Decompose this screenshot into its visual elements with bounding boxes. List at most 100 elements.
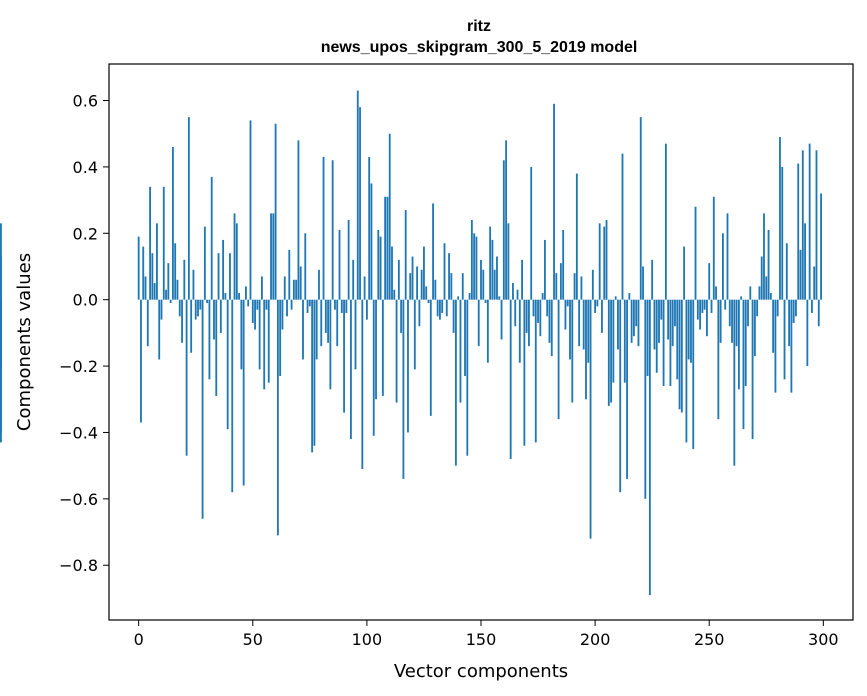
bar: [375, 299, 377, 400]
bar: [272, 213, 275, 300]
bar: [222, 239, 225, 300]
bar: [434, 279, 437, 300]
bar: [286, 299, 288, 317]
bar: [550, 299, 553, 357]
bar: [213, 299, 215, 340]
bar: [432, 203, 434, 300]
bar: [703, 299, 706, 310]
chart-title: ritz: [467, 18, 491, 35]
bar: [477, 299, 480, 347]
bar: [336, 299, 339, 347]
bar: [795, 299, 797, 317]
bar: [603, 226, 606, 300]
bar: [509, 299, 512, 460]
bar: [142, 246, 145, 300]
bar: [411, 256, 414, 300]
bar: [304, 233, 307, 300]
bar: [521, 259, 523, 300]
bar: [626, 299, 628, 479]
bar: [233, 213, 236, 300]
bar: [530, 166, 533, 300]
bar: [226, 299, 229, 430]
bar: [261, 276, 263, 300]
bar: [760, 256, 763, 300]
bar: [238, 293, 240, 300]
bar: [749, 286, 752, 300]
bar: [397, 259, 400, 300]
y-tick-label: −0.4: [59, 423, 98, 442]
bar: [808, 143, 811, 300]
bar: [224, 293, 227, 300]
bar: [598, 223, 601, 300]
x-tick-label: 0: [134, 630, 144, 649]
bar: [208, 299, 211, 380]
bar: [610, 299, 612, 403]
bar: [528, 299, 530, 347]
bar: [660, 299, 663, 320]
bar: [404, 210, 407, 300]
bar: [151, 253, 154, 300]
bar: [776, 299, 779, 317]
bar: [514, 299, 517, 327]
bar: [591, 269, 594, 300]
bar: [557, 299, 560, 420]
bar: [559, 263, 562, 300]
bar: [306, 299, 309, 313]
bar: [144, 276, 147, 300]
bar: [174, 243, 177, 300]
x-tick-label: 300: [808, 630, 839, 649]
bar: [712, 196, 715, 300]
bar: [639, 117, 642, 300]
bar: [676, 299, 679, 380]
bar: [737, 299, 740, 390]
bar: [352, 259, 355, 300]
bar: [251, 299, 254, 323]
bar: [258, 299, 261, 370]
bar: [418, 299, 421, 327]
bar: [502, 160, 505, 300]
bar: [297, 140, 300, 300]
bar: [454, 299, 457, 466]
bar: [190, 299, 193, 353]
bar: [464, 299, 466, 377]
bar: [327, 299, 330, 343]
x-axis: 0 50 100 150 200 250 300: [134, 620, 839, 649]
bar: [680, 299, 683, 413]
bar: [516, 289, 519, 300]
bar: [669, 299, 672, 386]
bar: [203, 226, 206, 300]
bar: [708, 263, 711, 300]
bar: [573, 273, 576, 300]
bar: [587, 299, 590, 363]
bar: [637, 299, 640, 347]
bar: [176, 279, 179, 300]
y-tick-label: 0.6: [73, 92, 98, 111]
bar: [217, 253, 220, 300]
bar: [359, 107, 361, 300]
bar: [0, 299, 2, 433]
y-axis-label: Components values: [14, 253, 35, 431]
bar: [507, 223, 510, 300]
bar: [747, 299, 749, 327]
bar: [377, 229, 380, 300]
bar: [489, 226, 492, 300]
bar: [562, 229, 565, 300]
bar: [753, 299, 756, 357]
bar: [817, 299, 820, 327]
bar: [674, 299, 676, 327]
bar: [578, 299, 581, 347]
bar: [589, 299, 592, 539]
bar: [171, 146, 174, 300]
bar: [642, 266, 644, 300]
bar: [187, 117, 190, 300]
bar: [450, 273, 453, 300]
bar: [265, 299, 268, 310]
bar: [548, 299, 551, 343]
bar: [523, 299, 526, 446]
bar: [320, 299, 323, 347]
bar: [381, 299, 384, 396]
bar: [728, 299, 731, 327]
bar: [664, 143, 667, 300]
bar: [532, 299, 535, 317]
bar: [393, 289, 396, 300]
